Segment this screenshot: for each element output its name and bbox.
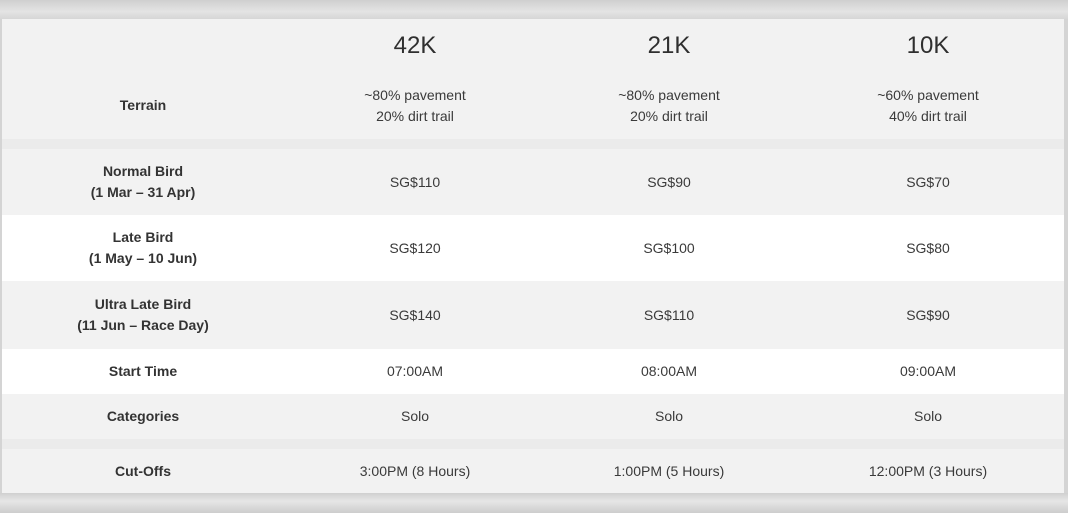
label-line: (11 Jun – Race Day) — [77, 317, 209, 333]
row-label: Terrain — [2, 72, 284, 139]
value-line: Solo — [654, 408, 684, 424]
value-line: 1:00PM (5 Hours) — [613, 462, 725, 479]
value-line: ~80% pavement — [364, 86, 466, 103]
value-line: SG$110 — [643, 306, 695, 323]
row-cut-offs: Cut-Offs 3:00PM (8 Hours) 1:00PM (5 Hour… — [2, 449, 1064, 493]
header-10k: 10K — [906, 32, 950, 59]
value-line: SG$80 — [906, 239, 950, 256]
label-line: (1 May – 10 Jun) — [88, 250, 198, 266]
label-line: Ultra Late Bird — [94, 296, 192, 312]
label-line: (1 Mar – 31 Apr) — [90, 184, 196, 200]
top-frame — [0, 0, 1068, 19]
header-21k: 21K — [647, 32, 691, 59]
label-line: Normal Bird — [102, 163, 184, 179]
value-10k: 09:00AM — [792, 349, 1064, 394]
value-10k: SG$80 — [792, 215, 1064, 281]
value-10k: SG$90 — [792, 281, 1064, 349]
row-late-bird: Late Bird (1 May – 10 Jun) SG$120 SG$100 … — [2, 215, 1064, 281]
header-empty-cell — [2, 19, 284, 72]
row-start-time: Start Time 07:00AM 08:00AM 09:00AM — [2, 349, 1064, 394]
row-label: Start Time — [2, 349, 284, 394]
value-10k: 12:00PM (3 Hours) — [792, 449, 1064, 493]
bottom-frame — [0, 493, 1068, 513]
value-line: SG$140 — [389, 306, 441, 323]
value-21k: 1:00PM (5 Hours) — [546, 449, 792, 493]
header-42k: 42K — [393, 32, 437, 59]
value-line: 08:00AM — [640, 363, 698, 379]
value-line: 40% dirt trail — [889, 107, 967, 124]
value-line: SG$120 — [389, 239, 441, 256]
left-frame — [0, 19, 2, 493]
value-line: SG$70 — [906, 173, 950, 190]
value-42k: SG$120 — [284, 215, 546, 281]
label-line: Start Time — [108, 363, 178, 379]
row-label: Categories — [2, 394, 284, 439]
label-line: Late Bird — [112, 229, 174, 245]
value-42k: 3:00PM (8 Hours) — [284, 449, 546, 493]
value-line: Solo — [400, 408, 430, 424]
value-line: 3:00PM (8 Hours) — [359, 462, 471, 479]
value-line: SG$90 — [906, 306, 950, 323]
value-10k: SG$70 — [792, 149, 1064, 215]
label-line: Terrain — [119, 97, 167, 113]
row-normal-bird: Normal Bird (1 Mar – 31 Apr) SG$110 SG$90… — [2, 149, 1064, 215]
right-frame — [1064, 19, 1068, 493]
value-line: 09:00AM — [899, 363, 957, 379]
value-42k: ~80% pavement 20% dirt trail — [284, 72, 546, 139]
value-line: ~60% pavement — [877, 86, 979, 103]
value-21k: SG$110 — [546, 281, 792, 349]
value-line: SG$100 — [643, 239, 695, 256]
value-21k: SG$90 — [546, 149, 792, 215]
label-line: Categories — [106, 408, 180, 424]
value-10k: Solo — [792, 394, 1064, 439]
value-42k: SG$110 — [284, 149, 546, 215]
value-line: ~80% pavement — [618, 86, 720, 103]
value-21k: 08:00AM — [546, 349, 792, 394]
value-line: SG$90 — [647, 173, 691, 190]
race-info-table: 42K 21K 10K Terrain ~80% pavement 20% dir… — [2, 19, 1064, 493]
value-line: Solo — [913, 408, 943, 424]
row-categories: Categories Solo Solo Solo — [2, 394, 1064, 439]
value-21k: ~80% pavement 20% dirt trail — [546, 72, 792, 139]
row-label: Late Bird (1 May – 10 Jun) — [2, 215, 284, 281]
value-line: 20% dirt trail — [630, 107, 708, 124]
value-line: 07:00AM — [386, 363, 444, 379]
value-42k: SG$140 — [284, 281, 546, 349]
value-21k: SG$100 — [546, 215, 792, 281]
value-42k: 07:00AM — [284, 349, 546, 394]
value-10k: ~60% pavement 40% dirt trail — [792, 72, 1064, 139]
value-line: SG$110 — [389, 173, 441, 190]
value-21k: Solo — [546, 394, 792, 439]
row-label: Ultra Late Bird (11 Jun – Race Day) — [2, 281, 284, 349]
row-label: Normal Bird (1 Mar – 31 Apr) — [2, 149, 284, 215]
label-line: Cut-Offs — [115, 462, 171, 479]
row-label: Cut-Offs — [2, 449, 284, 493]
row-gap — [2, 139, 1064, 149]
row-terrain: Terrain ~80% pavement 20% dirt trail ~80%… — [2, 72, 1064, 139]
row-gap — [2, 439, 1064, 449]
value-line: 20% dirt trail — [376, 107, 454, 124]
value-42k: Solo — [284, 394, 546, 439]
value-line: 12:00PM (3 Hours) — [868, 462, 988, 479]
row-ultra-late-bird: Ultra Late Bird (11 Jun – Race Day) SG$14… — [2, 281, 1064, 349]
header-row: 42K 21K 10K — [2, 19, 1064, 72]
